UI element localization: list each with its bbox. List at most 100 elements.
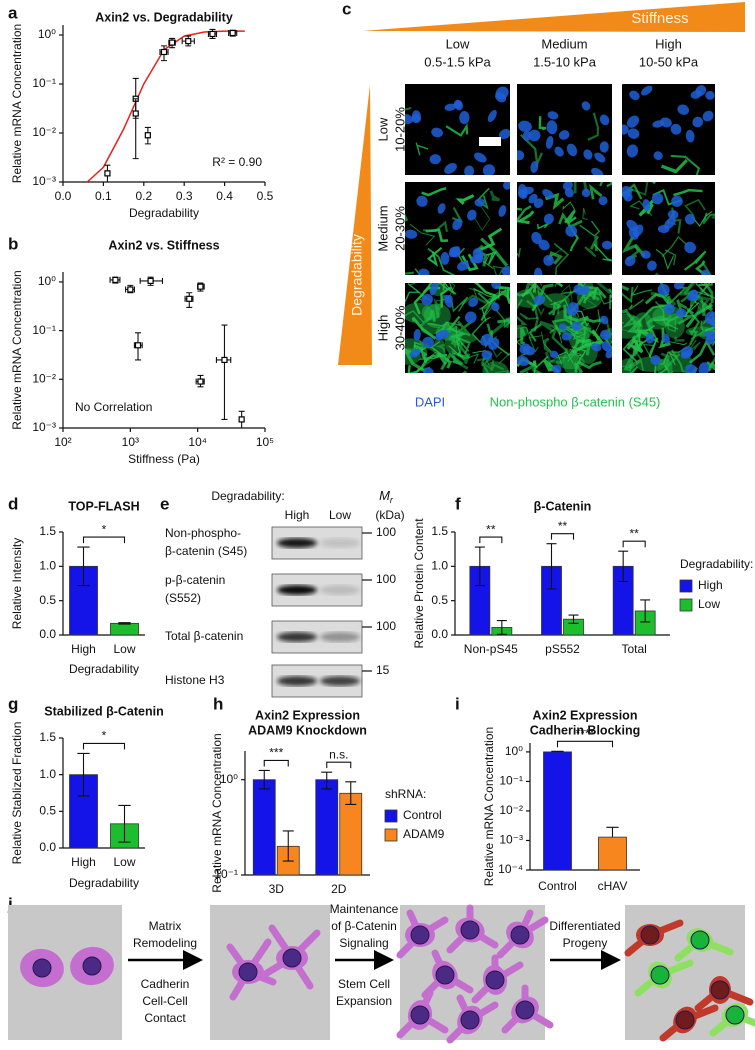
error-bar xyxy=(118,804,131,843)
cell-nucleus xyxy=(690,930,710,950)
micrograph xyxy=(405,182,510,275)
nucleus xyxy=(405,229,418,239)
nucleus xyxy=(543,254,554,266)
annotation: R² = 0.90 xyxy=(212,155,262,169)
error-bar xyxy=(606,826,619,838)
nucleus xyxy=(543,213,554,225)
y-tick-label: 0.0 xyxy=(39,840,56,854)
x-axis-label: Degradability xyxy=(129,206,199,220)
green-stain xyxy=(494,370,510,373)
nucleus xyxy=(558,323,567,331)
y-tick-label: 10⁻² xyxy=(32,125,56,139)
nucleus xyxy=(405,113,413,124)
y-tick-label: 10⁻³ xyxy=(32,174,56,188)
green-stain xyxy=(622,236,646,258)
green-stain xyxy=(554,283,558,288)
green-stain xyxy=(673,188,703,197)
mw-unit: (kDa) xyxy=(375,508,404,522)
legend-swatch xyxy=(384,809,398,823)
green-stain xyxy=(691,211,713,227)
y-tick-label: 10⁰ xyxy=(505,744,523,758)
green-stain xyxy=(519,312,539,321)
x-tick-label: 10³ xyxy=(122,435,139,449)
green-stain xyxy=(653,365,669,373)
green-stain xyxy=(555,354,585,370)
green-stain xyxy=(563,304,589,323)
green-stain xyxy=(586,290,602,301)
nucleus xyxy=(573,284,584,295)
nucleus xyxy=(464,311,477,324)
y-axis-label: Relative Intensity xyxy=(10,538,24,629)
green-stain xyxy=(607,288,612,299)
green-stain xyxy=(667,317,677,333)
green-stain xyxy=(495,285,510,305)
cell-nucleus xyxy=(650,965,670,985)
green-stain xyxy=(474,283,497,298)
error-bar xyxy=(258,769,270,790)
error-bar xyxy=(568,614,579,624)
bar xyxy=(110,622,139,636)
nucleus xyxy=(517,355,530,366)
nucleus xyxy=(599,114,610,126)
nucleus xyxy=(498,205,507,217)
green-stain xyxy=(659,296,672,308)
x-axis-label: Degradability xyxy=(69,662,139,676)
nucleus xyxy=(437,203,446,214)
green-stain xyxy=(420,322,441,335)
significance-bracket xyxy=(263,759,289,767)
error-bar xyxy=(77,546,90,587)
green-stain xyxy=(517,291,536,301)
blot-band xyxy=(277,632,317,642)
x-tick-label: 10⁵ xyxy=(256,435,274,449)
green-stain xyxy=(648,337,659,358)
green-stain xyxy=(445,123,469,137)
nucleus xyxy=(564,187,574,198)
green-stain xyxy=(582,207,588,220)
nucleus xyxy=(600,329,612,341)
green-stain xyxy=(490,359,505,372)
green-stain xyxy=(520,134,543,168)
nucleus xyxy=(599,141,609,153)
green-stain xyxy=(544,347,569,365)
nucleus xyxy=(533,198,544,209)
x-tick-label: 0.4 xyxy=(216,189,233,203)
blot-row-label: Total β-catenin xyxy=(165,629,243,643)
nucleus xyxy=(622,124,629,135)
significance-bracket xyxy=(82,536,126,544)
green-stain xyxy=(423,303,451,329)
green-stain xyxy=(622,315,642,332)
nucleus xyxy=(558,130,570,140)
green-stain xyxy=(563,209,577,224)
nucleus xyxy=(650,355,661,366)
green-stain xyxy=(684,198,706,217)
error-bar xyxy=(640,599,651,623)
legend-title: shRNA: xyxy=(385,787,426,801)
nucleus xyxy=(645,333,655,344)
mw-subscript: r xyxy=(390,495,394,505)
green-stain xyxy=(584,246,597,258)
green-stain xyxy=(609,293,612,310)
green-stain xyxy=(517,205,532,223)
nucleus xyxy=(472,248,484,260)
nucleus xyxy=(684,213,696,225)
nucleus xyxy=(422,336,434,349)
green-stain xyxy=(599,182,612,188)
green-stain xyxy=(623,354,641,371)
green-stain xyxy=(432,338,446,357)
green-stain xyxy=(622,286,634,304)
green-stain xyxy=(655,248,675,271)
x-tick-label: 3D xyxy=(269,882,285,896)
error-bar xyxy=(474,546,485,587)
green-stain xyxy=(421,304,441,321)
y-tick-label: 10⁻¹ xyxy=(499,774,523,788)
blot-band xyxy=(320,676,360,686)
green-stain xyxy=(664,313,685,339)
green-stain xyxy=(700,283,706,287)
y-tick-label: 10⁻¹ xyxy=(32,76,56,90)
nucleus xyxy=(624,255,636,267)
nucleus xyxy=(552,364,562,373)
green-stain xyxy=(629,366,639,373)
nucleus xyxy=(591,343,602,352)
green-stain xyxy=(450,331,464,349)
nucleus xyxy=(695,85,707,97)
